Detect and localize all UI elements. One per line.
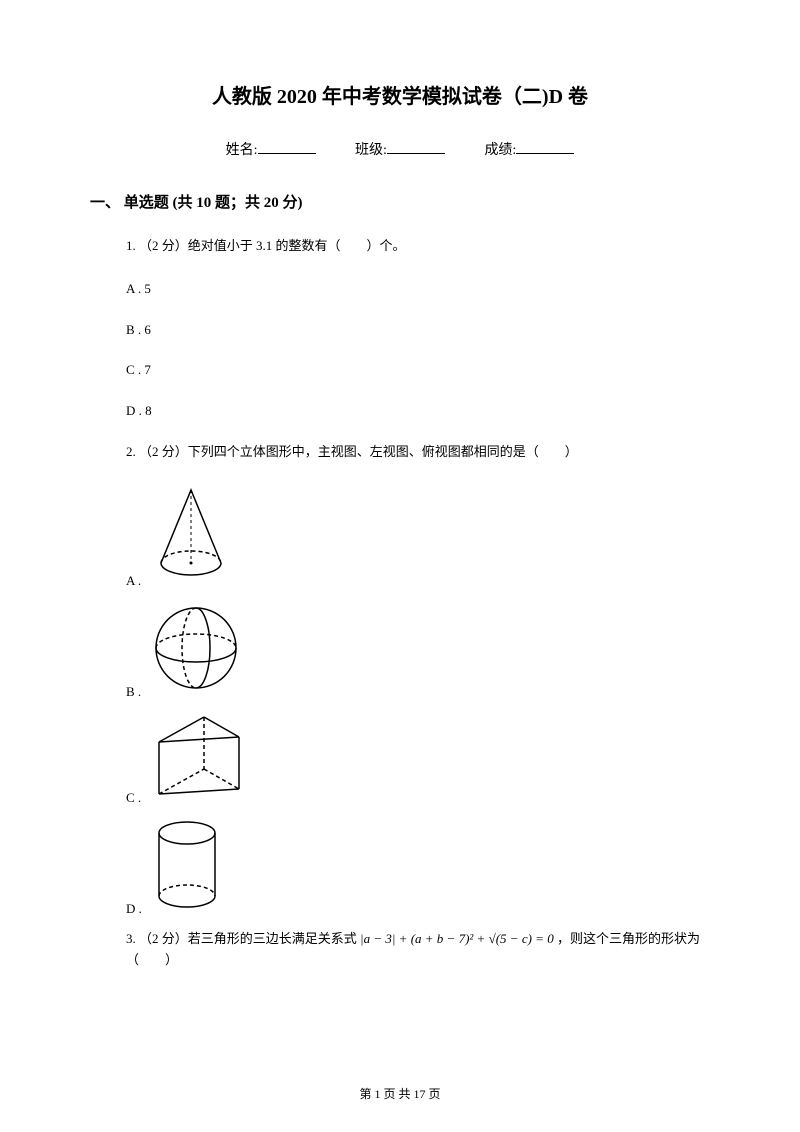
q2-option-a: A . bbox=[126, 485, 710, 589]
cone-shape bbox=[149, 485, 234, 589]
q2-option-c-label: C . bbox=[126, 790, 141, 806]
q2-option-a-label: A . bbox=[126, 573, 141, 589]
name-underline bbox=[258, 140, 316, 154]
cylinder-shape bbox=[150, 818, 225, 917]
name-label-text: 姓名: bbox=[226, 143, 258, 158]
q1-option-c: C . 7 bbox=[126, 360, 710, 381]
class-underline bbox=[387, 140, 445, 154]
prism-shape bbox=[149, 712, 249, 806]
sphere-shape bbox=[149, 601, 244, 700]
class-label-text: 班级: bbox=[355, 143, 387, 158]
q2-option-c: C . bbox=[126, 712, 710, 806]
q2-option-d: D . bbox=[126, 818, 710, 917]
q3-formula: |a − 3| + (a + b − 7)² + √(5 − c) = 0 bbox=[360, 931, 554, 946]
info-row: 姓名: 班级: 成绩: bbox=[90, 139, 710, 159]
q1-option-a: A . 5 bbox=[126, 279, 710, 300]
q2-option-b: B . bbox=[126, 601, 710, 700]
question-2: 2. （2 分）下列四个立体图形中，主视图、左视图、俯视图都相同的是（ ） bbox=[126, 442, 710, 463]
q2-option-b-label: B . bbox=[126, 684, 141, 700]
score-label: 成绩: bbox=[484, 139, 574, 159]
q1-option-b: B . 6 bbox=[126, 320, 710, 341]
score-label-text: 成绩: bbox=[484, 143, 516, 158]
q2-option-d-label: D . bbox=[126, 901, 142, 917]
page-footer: 第 1 页 共 17 页 bbox=[0, 1085, 800, 1102]
score-underline bbox=[516, 140, 574, 154]
class-label: 班级: bbox=[355, 139, 445, 159]
page-title: 人教版 2020 年中考数学模拟试卷（二)D 卷 bbox=[90, 80, 710, 109]
question-1: 1. （2 分）绝对值小于 3.1 的整数有（ ）个。 bbox=[126, 236, 710, 257]
section-heading: 一、 单选题 (共 10 题；共 20 分) bbox=[90, 191, 710, 212]
question-3: 3. （2 分）若三角形的三边长满足关系式 |a − 3| + (a + b −… bbox=[126, 929, 710, 971]
name-label: 姓名: bbox=[226, 139, 316, 159]
q1-option-d: D . 8 bbox=[126, 401, 710, 422]
q3-text-pre: 3. （2 分）若三角形的三边长满足关系式 bbox=[126, 931, 360, 946]
